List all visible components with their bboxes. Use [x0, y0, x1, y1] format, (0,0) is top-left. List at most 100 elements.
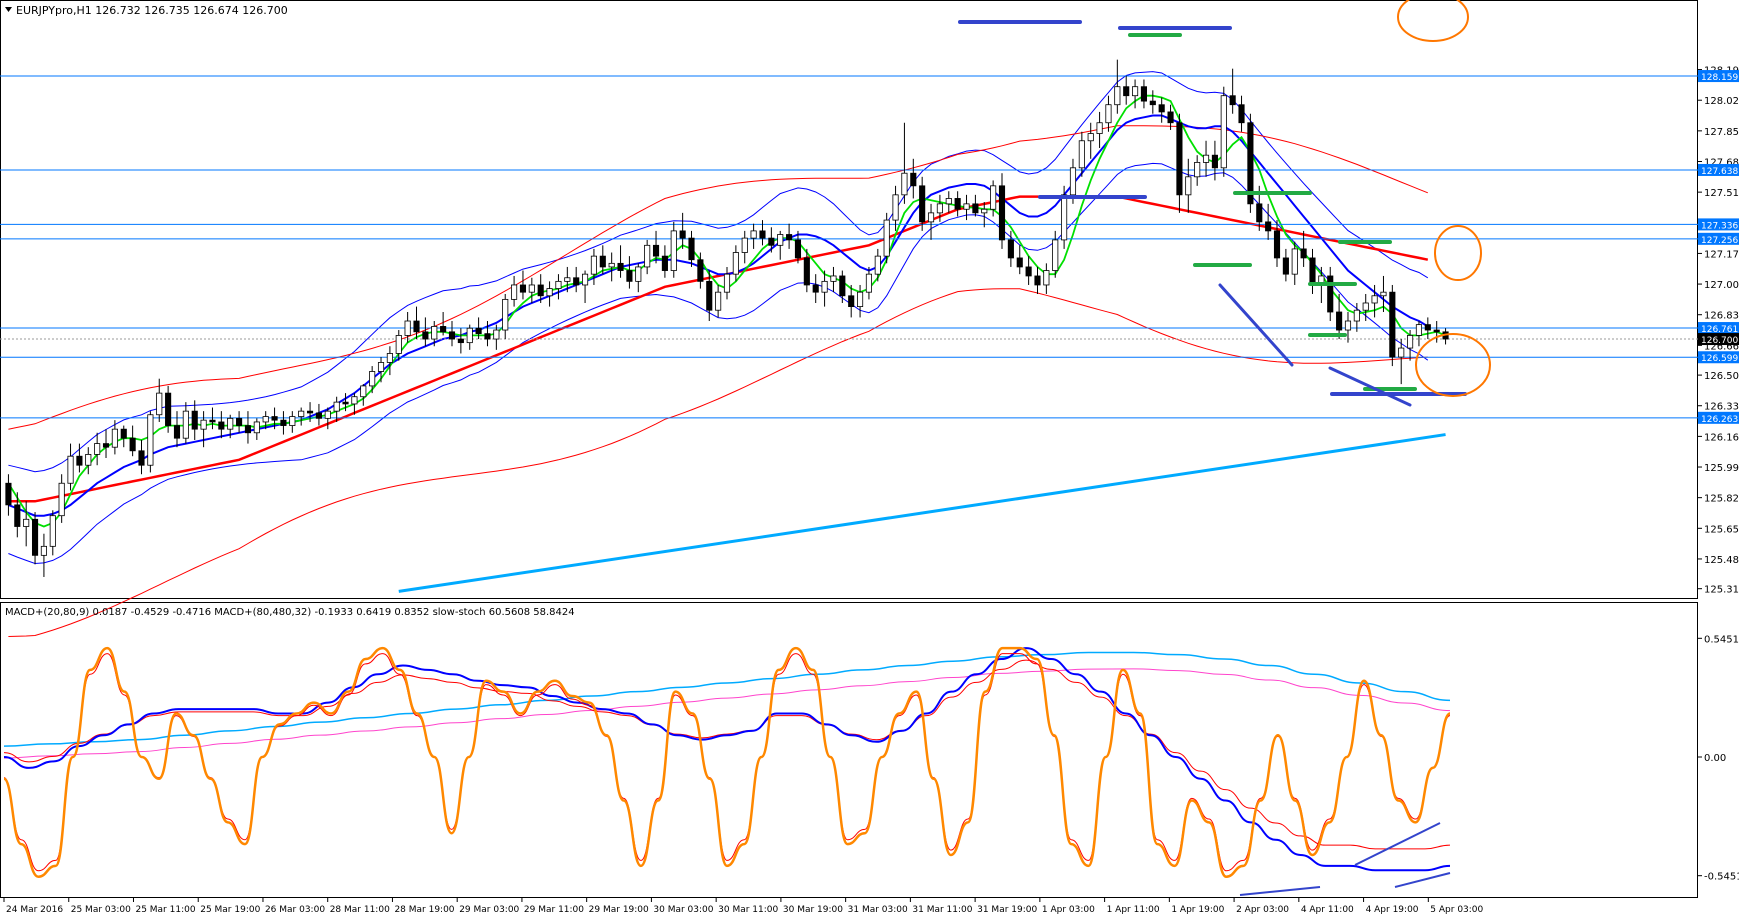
dropdown-arrow-icon[interactable]	[5, 7, 12, 12]
candle	[342, 393, 349, 412]
candle	[786, 223, 793, 249]
candle	[209, 407, 216, 430]
time-tick-label: 4 Apr 19:00	[1366, 905, 1419, 915]
candle-body	[901, 172, 908, 196]
candle	[768, 227, 775, 253]
candle-body	[40, 545, 47, 556]
candle-body	[732, 252, 739, 275]
candle-body	[865, 273, 872, 293]
candle	[262, 411, 269, 430]
candle	[1043, 263, 1050, 294]
candle	[1380, 275, 1387, 313]
candle	[1123, 75, 1130, 105]
candle	[1353, 302, 1360, 332]
level-price-tag	[1698, 163, 1739, 176]
candle-body	[786, 234, 793, 241]
candle-body	[147, 414, 154, 466]
candle-body	[688, 237, 695, 261]
candle	[5, 474, 12, 516]
time-tick-label: 31 Mar 11:00	[912, 905, 972, 915]
candle-body	[1114, 86, 1121, 106]
indicator-tick-label: -0.5451	[1704, 872, 1739, 883]
level-price-label: 126.761	[1701, 325, 1738, 335]
candle-body	[981, 208, 988, 214]
candle-body	[1140, 86, 1148, 102]
candle-body	[990, 185, 997, 210]
candle-body	[1238, 104, 1245, 124]
candle-body	[1265, 221, 1272, 232]
candle	[1052, 230, 1059, 278]
price-tick-label: 126.330	[1704, 402, 1739, 413]
candle	[14, 492, 21, 538]
candle	[1229, 68, 1236, 114]
candle-body	[706, 280, 713, 311]
candle-body	[360, 385, 367, 398]
candle-body	[1105, 104, 1112, 124]
time-axis: 24 Mar 2016 25 Mar 03:00 25 Mar 11:00 25 Ma…	[3, 898, 1484, 915]
candle-body	[191, 410, 198, 430]
candle	[1078, 131, 1085, 177]
candle-body	[484, 333, 491, 340]
candle-body	[857, 291, 864, 307]
candle	[165, 385, 172, 433]
highlight-circle	[1415, 333, 1491, 397]
candle	[635, 263, 642, 293]
candle	[182, 402, 189, 444]
candle	[1433, 321, 1440, 343]
candle	[1194, 155, 1201, 186]
candle	[777, 230, 784, 260]
trend-line-down	[1328, 366, 1412, 407]
bollinger-lower-blue	[8, 162, 1429, 565]
candle-body	[200, 419, 207, 430]
price-tick-label: 127.515	[1704, 188, 1739, 199]
candle	[1220, 86, 1227, 177]
candle-body	[573, 277, 580, 286]
candle-body	[998, 185, 1006, 241]
candle-body	[351, 396, 358, 405]
candle-body	[1229, 95, 1236, 106]
candle	[236, 411, 243, 433]
indicator-axis: 0.5451 0.00 -0.5451	[1698, 634, 1739, 883]
time-tick-label: 29 Mar 03:00	[459, 905, 519, 915]
candle	[1096, 111, 1103, 148]
price-tick-label: 126.500	[1704, 371, 1739, 382]
candle	[502, 293, 509, 340]
candle-body	[262, 416, 269, 423]
candle	[23, 501, 30, 547]
symbol-info: EURJPYpro,H1 126.732 126.735 126.674 126…	[16, 4, 288, 17]
candle	[94, 432, 101, 466]
indicator-annotations	[1239, 822, 1451, 896]
candle	[120, 425, 127, 448]
candle	[723, 266, 731, 300]
drawn-annotations	[958, 0, 1491, 407]
candle-body	[635, 266, 642, 282]
candle	[1327, 266, 1334, 322]
candle	[1034, 266, 1041, 294]
candle	[111, 420, 118, 455]
candle	[440, 312, 447, 336]
divergence-line	[1354, 822, 1441, 866]
candle	[626, 256, 633, 289]
candle-body	[892, 194, 899, 221]
indicator-tick-label: 0.00	[1704, 753, 1726, 764]
candle-body	[599, 255, 606, 268]
candle	[1273, 220, 1281, 267]
candle-body	[404, 320, 411, 336]
candle	[1336, 293, 1343, 340]
indicator-lines	[2, 646, 1451, 879]
candle-body	[945, 198, 952, 205]
candle	[315, 403, 322, 426]
candle-body	[377, 362, 385, 372]
candle	[1398, 339, 1405, 385]
time-tick-label: 31 Mar 03:00	[848, 905, 908, 915]
candle	[147, 411, 154, 473]
candle-body	[1389, 291, 1396, 358]
candle	[200, 411, 207, 448]
candle	[431, 321, 438, 347]
candle-body	[448, 331, 456, 340]
candle	[528, 277, 535, 303]
candle	[865, 266, 872, 300]
macd-fast-line	[3, 647, 1451, 872]
candle-body	[1327, 275, 1334, 313]
candle	[555, 274, 562, 300]
